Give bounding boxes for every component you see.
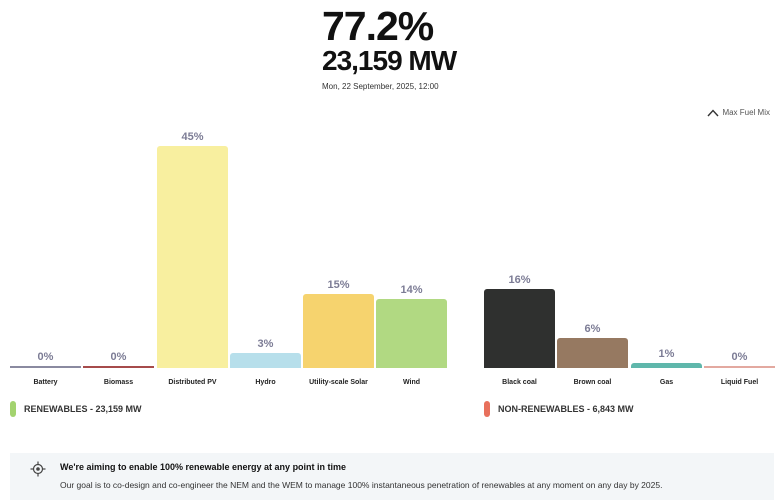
bar-brown-coal[interactable]: [557, 338, 628, 368]
legend-renewables[interactable]: RENEWABLES - 23,159 MW: [10, 401, 142, 417]
bar-hydro[interactable]: [230, 353, 301, 368]
bar-label: Distributed PV: [168, 379, 217, 386]
bar-label: Black coal: [502, 379, 537, 386]
bar-distributed-pv[interactable]: [157, 146, 228, 368]
bar-value: 1%: [658, 348, 675, 360]
bar-value: 3%: [257, 338, 274, 350]
bar-value: 0%: [731, 351, 748, 363]
non-renewables-legend-label: NON-RENEWABLES - 6,843 MW: [498, 404, 634, 414]
bar-label: Battery: [33, 379, 58, 386]
bar-label: Gas: [659, 379, 674, 386]
info-banner: We're aiming to enable 100% renewable en…: [10, 453, 774, 500]
bar-value: 14%: [400, 284, 423, 296]
renewables-swatch: [10, 401, 16, 417]
renewable-percentage: 77.2%: [322, 3, 434, 49]
bar-value: 16%: [508, 274, 531, 286]
target-icon: [30, 461, 46, 477]
bar-value: 0%: [110, 351, 127, 363]
bar-value: 0%: [37, 351, 54, 363]
non-renewables-swatch: [484, 401, 490, 417]
renewables-legend-label: RENEWABLES - 23,159 MW: [24, 404, 142, 414]
bar-label: Brown coal: [573, 379, 612, 386]
bar-value: 6%: [584, 323, 601, 335]
max-fuel-mix-label: Max Fuel Mix: [722, 108, 770, 117]
info-title: We're aiming to enable 100% renewable en…: [60, 462, 347, 472]
bar-value: 15%: [327, 279, 350, 291]
max-fuel-mix-button[interactable]: Max Fuel Mix: [707, 108, 770, 117]
bar-battery[interactable]: [10, 366, 81, 368]
bar-label: Wind: [402, 379, 421, 386]
bar-label: Liquid Fuel: [720, 379, 759, 386]
renewable-megawatts: 23,159 MW: [322, 45, 457, 76]
bar-value: 45%: [181, 131, 204, 143]
bar-label: Biomass: [103, 379, 134, 386]
bar-label: Utility-scale Solar: [309, 379, 368, 386]
timestamp: Mon, 22 September, 2025, 12:00: [322, 82, 439, 91]
bar-liquid-fuel[interactable]: [704, 366, 775, 368]
bar-wind[interactable]: [376, 299, 447, 368]
bar-label: Hydro: [255, 379, 276, 386]
legend-non-renewables[interactable]: NON-RENEWABLES - 6,843 MW: [484, 401, 634, 417]
bar-utility-scale-solar[interactable]: [303, 294, 374, 368]
bar-black-coal[interactable]: [484, 289, 555, 368]
bar-biomass[interactable]: [83, 366, 154, 368]
bar-gas[interactable]: [631, 363, 702, 368]
chevron-up-icon: [707, 108, 719, 116]
info-body: Our goal is to co-design and co-engineer…: [60, 480, 663, 490]
